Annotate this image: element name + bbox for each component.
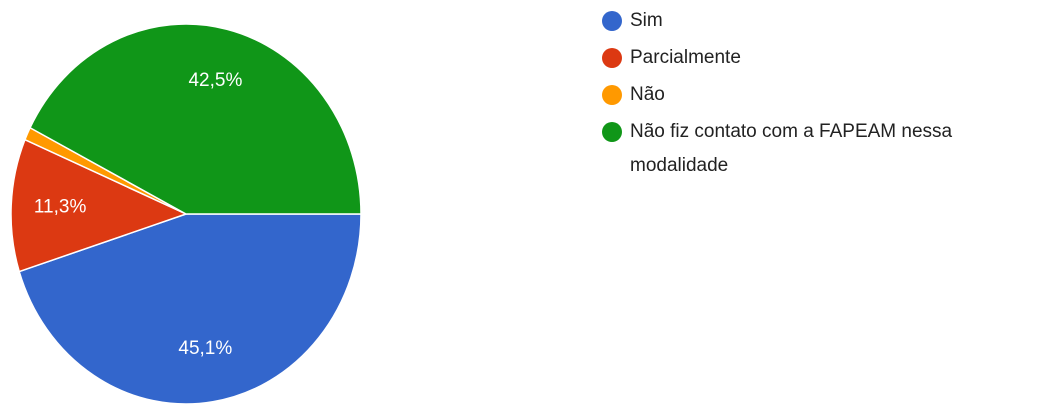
legend-swatch xyxy=(602,11,622,31)
legend-label: Não fiz contato com a FAPEAM nessa modal… xyxy=(630,121,953,176)
legend: Sim Parcialmente Não Não fiz contato com a … xyxy=(600,4,1030,186)
slice-label: 42,5% xyxy=(188,70,242,91)
legend-swatch xyxy=(602,48,622,68)
pie-slice xyxy=(10,138,189,273)
legend-swatch xyxy=(602,85,622,105)
pie-slice xyxy=(18,213,362,405)
legend-item: Sim xyxy=(600,4,1030,38)
legend-item: Não xyxy=(600,78,1030,112)
legend-item: Não fiz contato com a FAPEAM nessa modal… xyxy=(600,115,1030,183)
legend-swatch xyxy=(602,122,622,142)
slice-label: 11,3% xyxy=(34,197,87,218)
slice-label: 45,1% xyxy=(178,338,232,359)
legend-label: Parcialmente xyxy=(630,47,741,68)
pie-chart: 45,1% 11,3% 42,5% xyxy=(10,23,362,405)
legend-item: Parcialmente xyxy=(600,41,1030,75)
legend-label: Não xyxy=(630,84,665,105)
pie-slice xyxy=(29,23,362,215)
legend-label: Sim xyxy=(630,10,663,31)
